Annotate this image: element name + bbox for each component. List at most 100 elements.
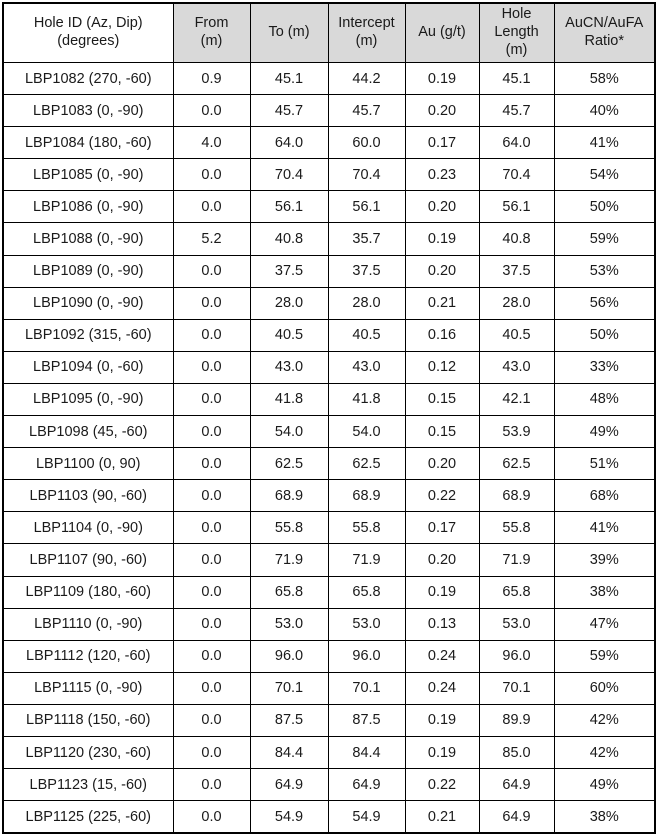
cell-from-m: 0.0 xyxy=(172,382,251,417)
cell-hole-length-m: 96.0 xyxy=(478,639,555,673)
cell-to-m: 84.4 xyxy=(249,735,329,770)
cell-from-m: 0.0 xyxy=(172,254,251,288)
cell-hole-length-m: 85.0 xyxy=(478,735,555,770)
cell-from-m: 4.0 xyxy=(172,126,251,160)
cell-from-m: 0.0 xyxy=(172,447,251,481)
cell-to-m: 41.8 xyxy=(249,382,329,417)
cell-to-m: 70.4 xyxy=(249,158,329,192)
cell-hole-length-m: 65.8 xyxy=(478,575,555,609)
cell-aucn-aufa-ratio: 59% xyxy=(553,222,656,256)
header-row: Hole ID (Az, Dip) (degrees) From (m) To … xyxy=(2,2,656,63)
cell-to-m: 37.5 xyxy=(249,254,329,288)
cell-aucn-aufa-ratio: 38% xyxy=(553,575,656,609)
cell-to-m: 45.1 xyxy=(249,61,329,96)
cell-intercept-m: 37.5 xyxy=(327,254,406,288)
cell-au-gpt: 0.12 xyxy=(404,350,480,384)
cell-hole-id: LBP1094 (0, -60) xyxy=(2,350,174,384)
cell-aucn-aufa-ratio: 54% xyxy=(553,158,656,192)
cell-aucn-aufa-ratio: 47% xyxy=(553,607,656,641)
cell-hole-id: LBP1095 (0, -90) xyxy=(2,382,174,417)
cell-hole-length-m: 56.1 xyxy=(478,190,555,224)
cell-au-gpt: 0.16 xyxy=(404,318,480,352)
cell-hole-id: LBP1092 (315, -60) xyxy=(2,318,174,352)
cell-au-gpt: 0.22 xyxy=(404,479,480,513)
cell-hole-length-m: 55.8 xyxy=(478,511,555,545)
cell-aucn-aufa-ratio: 42% xyxy=(553,703,656,737)
cell-hole-id: LBP1123 (15, -60) xyxy=(2,768,174,802)
cell-aucn-aufa-ratio: 39% xyxy=(553,543,656,577)
table-row: LBP1090 (0, -90) 0.0 28.0 28.0 0.21 28.0 56% xyxy=(2,286,656,320)
cell-from-m: 0.0 xyxy=(172,671,251,705)
cell-au-gpt: 0.19 xyxy=(404,703,480,737)
cell-hole-length-m: 43.0 xyxy=(478,350,555,384)
cell-from-m: 0.9 xyxy=(172,61,251,96)
table-row: LBP1118 (150, -60) 0.0 87.5 87.5 0.19 89.9 42% xyxy=(2,703,656,737)
cell-to-m: 40.5 xyxy=(249,318,329,352)
cell-intercept-m: 70.4 xyxy=(327,158,406,192)
cell-to-m: 40.8 xyxy=(249,222,329,256)
cell-aucn-aufa-ratio: 33% xyxy=(553,350,656,384)
cell-hole-id: LBP1089 (0, -90) xyxy=(2,254,174,288)
cell-hole-length-m: 42.1 xyxy=(478,382,555,417)
table-row: LBP1107 (90, -60) 0.0 71.9 71.9 0.20 71.9 39% xyxy=(2,543,656,577)
cell-aucn-aufa-ratio: 40% xyxy=(553,94,656,128)
cell-hole-id: LBP1115 (0, -90) xyxy=(2,671,174,705)
cell-to-m: 56.1 xyxy=(249,190,329,224)
cell-hole-length-m: 40.5 xyxy=(478,318,555,352)
table-row: LBP1085 (0, -90) 0.0 70.4 70.4 0.23 70.4 54% xyxy=(2,158,656,192)
cell-au-gpt: 0.20 xyxy=(404,543,480,577)
cell-au-gpt: 0.17 xyxy=(404,126,480,160)
cell-to-m: 53.0 xyxy=(249,607,329,641)
cell-aucn-aufa-ratio: 51% xyxy=(553,447,656,481)
cell-hole-length-m: 70.1 xyxy=(478,671,555,705)
cell-to-m: 64.0 xyxy=(249,126,329,160)
column-header-from: From (m) xyxy=(172,2,251,63)
cell-hole-id: LBP1082 (270, -60) xyxy=(2,61,174,96)
cell-from-m: 0.0 xyxy=(172,703,251,737)
cell-aucn-aufa-ratio: 42% xyxy=(553,735,656,770)
cell-from-m: 0.0 xyxy=(172,190,251,224)
cell-aucn-aufa-ratio: 50% xyxy=(553,190,656,224)
cell-from-m: 5.2 xyxy=(172,222,251,256)
cell-au-gpt: 0.24 xyxy=(404,639,480,673)
table-row: LBP1084 (180, -60) 4.0 64.0 60.0 0.17 64.0 41% xyxy=(2,126,656,160)
cell-hole-id: LBP1100 (0, 90) xyxy=(2,447,174,481)
cell-intercept-m: 68.9 xyxy=(327,479,406,513)
cell-aucn-aufa-ratio: 56% xyxy=(553,286,656,320)
cell-intercept-m: 87.5 xyxy=(327,703,406,737)
cell-aucn-aufa-ratio: 50% xyxy=(553,318,656,352)
table-row: LBP1112 (120, -60) 0.0 96.0 96.0 0.24 96.0 59% xyxy=(2,639,656,673)
cell-au-gpt: 0.20 xyxy=(404,94,480,128)
cell-intercept-m: 56.1 xyxy=(327,190,406,224)
cell-from-m: 0.0 xyxy=(172,318,251,352)
cell-au-gpt: 0.19 xyxy=(404,735,480,770)
table-row: LBP1098 (45, -60) 0.0 54.0 54.0 0.15 53.9 49% xyxy=(2,415,656,449)
cell-hole-id: LBP1110 (0, -90) xyxy=(2,607,174,641)
cell-aucn-aufa-ratio: 48% xyxy=(553,382,656,417)
cell-from-m: 0.0 xyxy=(172,575,251,609)
table-row: LBP1082 (270, -60) 0.9 45.1 44.2 0.19 45.1 58% xyxy=(2,61,656,96)
cell-au-gpt: 0.15 xyxy=(404,415,480,449)
cell-hole-id: LBP1118 (150, -60) xyxy=(2,703,174,737)
table-row: LBP1125 (225, -60) 0.0 54.9 54.9 0.21 64.9 38% xyxy=(2,800,656,834)
cell-hole-length-m: 64.9 xyxy=(478,768,555,802)
cell-hole-length-m: 45.1 xyxy=(478,61,555,96)
cell-aucn-aufa-ratio: 49% xyxy=(553,768,656,802)
cell-from-m: 0.0 xyxy=(172,800,251,834)
table-row: LBP1104 (0, -90) 0.0 55.8 55.8 0.17 55.8 41% xyxy=(2,511,656,545)
column-header-to: To (m) xyxy=(249,2,329,63)
cell-hole-id: LBP1088 (0, -90) xyxy=(2,222,174,256)
cell-hole-id: LBP1098 (45, -60) xyxy=(2,415,174,449)
cell-hole-id: LBP1120 (230, -60) xyxy=(2,735,174,770)
table-row: LBP1110 (0, -90) 0.0 53.0 53.0 0.13 53.0 47% xyxy=(2,607,656,641)
cell-au-gpt: 0.21 xyxy=(404,286,480,320)
cell-hole-length-m: 68.9 xyxy=(478,479,555,513)
cell-hole-id: LBP1083 (0, -90) xyxy=(2,94,174,128)
cell-from-m: 0.0 xyxy=(172,735,251,770)
cell-hole-length-m: 64.9 xyxy=(478,800,555,834)
cell-hole-id: LBP1085 (0, -90) xyxy=(2,158,174,192)
cell-to-m: 64.9 xyxy=(249,768,329,802)
cell-au-gpt: 0.20 xyxy=(404,254,480,288)
cell-hole-id: LBP1084 (180, -60) xyxy=(2,126,174,160)
cell-from-m: 0.0 xyxy=(172,286,251,320)
